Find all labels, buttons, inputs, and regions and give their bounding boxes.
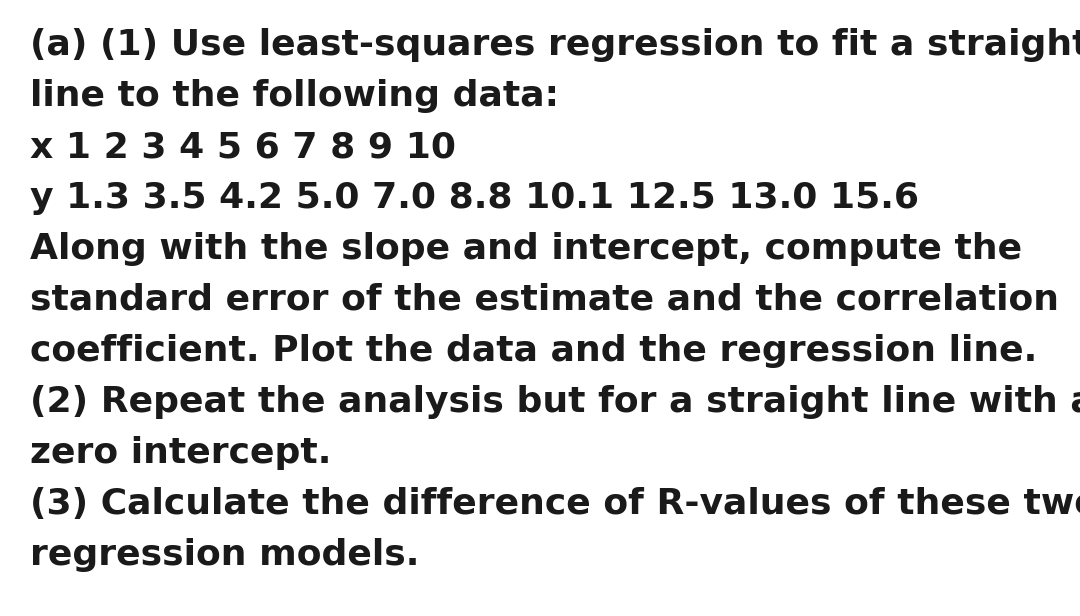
Text: zero intercept.: zero intercept. [30,436,332,470]
Text: Along with the slope and intercept, compute the: Along with the slope and intercept, comp… [30,232,1022,266]
Text: standard error of the estimate and the correlation: standard error of the estimate and the c… [30,283,1059,317]
Text: (2) Repeat the analysis but for a straight line with a: (2) Repeat the analysis but for a straig… [30,385,1080,419]
Text: x 1 2 3 4 5 6 7 8 9 10: x 1 2 3 4 5 6 7 8 9 10 [30,130,456,164]
Text: (3) Calculate the difference of R-values of these two: (3) Calculate the difference of R-values… [30,487,1080,521]
Text: (a) (1) Use least-squares regression to fit a straight: (a) (1) Use least-squares regression to … [30,28,1080,62]
Text: coefficient. Plot the data and the regression line.: coefficient. Plot the data and the regre… [30,334,1037,368]
Text: y 1.3 3.5 4.2 5.0 7.0 8.8 10.1 12.5 13.0 15.6: y 1.3 3.5 4.2 5.0 7.0 8.8 10.1 12.5 13.0… [30,181,919,215]
Text: line to the following data:: line to the following data: [30,79,559,113]
Text: regression models.: regression models. [30,538,419,572]
